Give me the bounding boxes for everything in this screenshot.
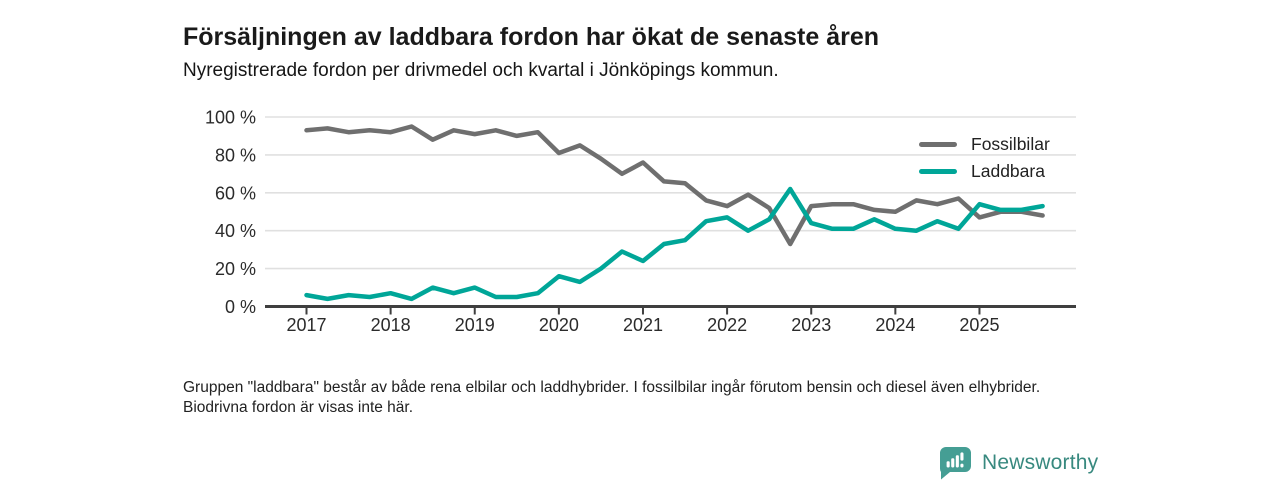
series-line-laddbara <box>304 186 1045 302</box>
y-axis-tick-label: 40 % <box>215 221 256 241</box>
x-axis-tick-label: 2018 <box>371 315 411 335</box>
y-axis-tick-label: 0 % <box>225 297 256 317</box>
y-axis-tick-label: 80 % <box>215 145 256 165</box>
y-axis-tick-label: 60 % <box>215 183 256 203</box>
legend-item-fossilbilar: Fossilbilar <box>919 131 1050 158</box>
x-axis-tick-label: 2024 <box>875 315 915 335</box>
x-axis-tick-label: 2025 <box>959 315 999 335</box>
chart-footnote: Gruppen "laddbara" består av både rena e… <box>183 379 1041 417</box>
x-axis-tick-label: 2020 <box>539 315 579 335</box>
chart-legend: Fossilbilar Laddbara <box>919 131 1050 185</box>
legend-label: Fossilbilar <box>971 134 1050 154</box>
legend-label: Laddbara <box>971 161 1045 181</box>
newsworthy-logo: Newsworthy <box>938 445 1098 480</box>
chart-title: Försäljningen av laddbara fordon har öka… <box>183 22 880 51</box>
x-axis-tick-label: 2022 <box>707 315 747 335</box>
x-axis-tick-label: 2019 <box>455 315 495 335</box>
x-axis-tick-label: 2021 <box>623 315 663 335</box>
legend-item-laddbara: Laddbara <box>919 158 1050 185</box>
x-axis-tick-label: 2023 <box>791 315 831 335</box>
y-axis-tick-label: 100 % <box>205 108 256 128</box>
series-line-fossilbilar <box>304 124 1045 247</box>
y-axis-tick-label: 20 % <box>215 259 256 279</box>
bar-chart-speech-bubble-icon <box>939 447 971 480</box>
x-axis-tick-label: 2017 <box>286 315 326 335</box>
chart-subtitle: Nyregistrerade fordon per drivmedel och … <box>183 60 779 81</box>
legend-swatch-laddbara <box>919 169 957 174</box>
logo-text: Newsworthy <box>982 450 1099 474</box>
legend-swatch-fossilbilar <box>919 142 957 147</box>
